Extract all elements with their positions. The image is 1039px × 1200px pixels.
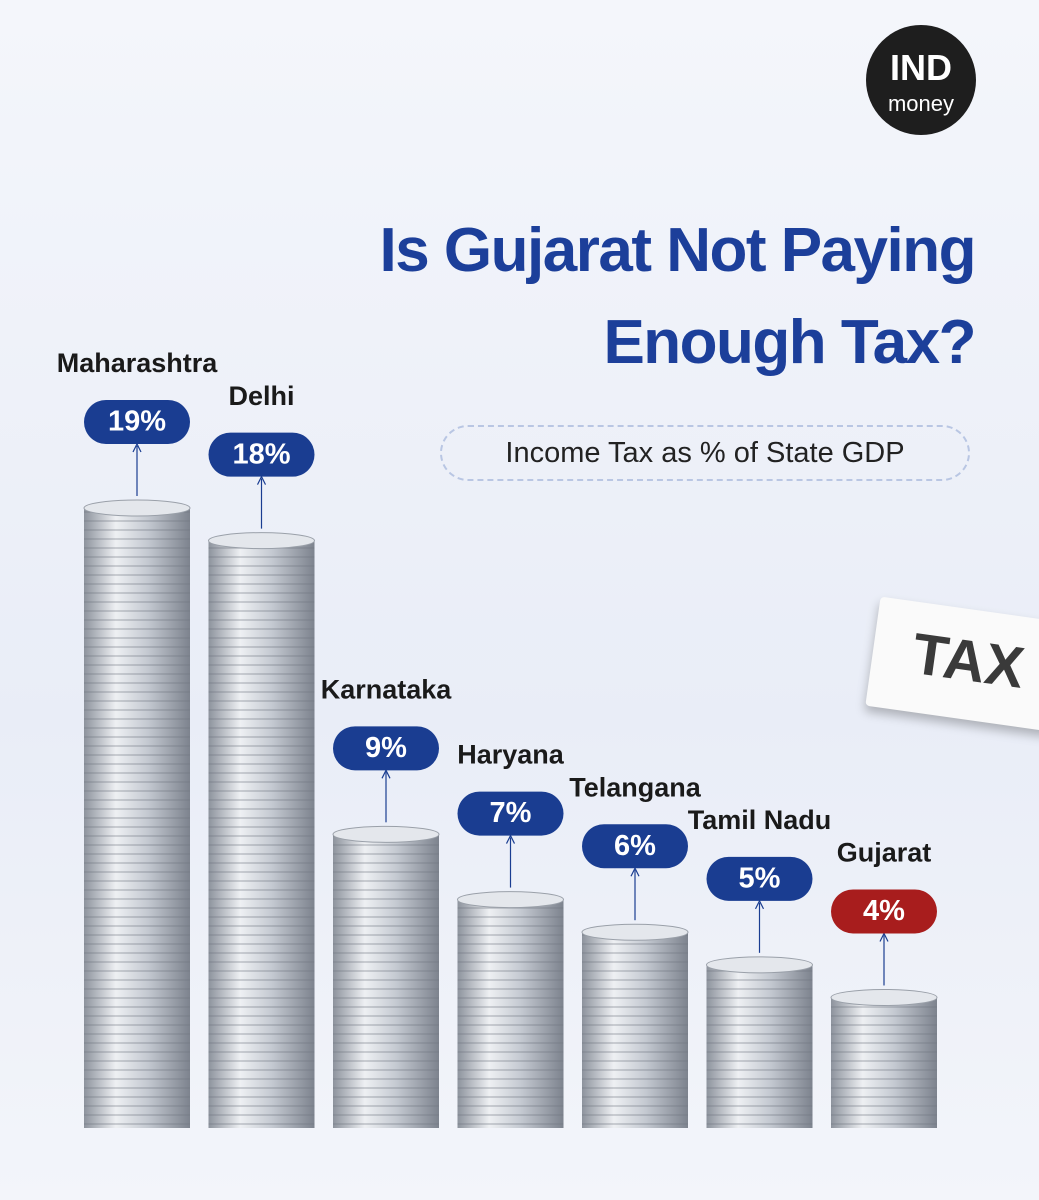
pointer-head bbox=[256, 475, 267, 485]
value-pill bbox=[208, 432, 315, 477]
coin-top bbox=[332, 825, 440, 843]
value-label: 18% bbox=[232, 438, 290, 470]
value-label: 19% bbox=[108, 406, 166, 438]
value-pill bbox=[84, 400, 190, 444]
value-label: 4% bbox=[863, 895, 905, 927]
coin-ridges bbox=[208, 540, 315, 1128]
coin-top bbox=[83, 499, 191, 517]
coin-ridges bbox=[706, 964, 813, 1128]
category-label: Maharashtra bbox=[57, 348, 219, 378]
coin-top bbox=[581, 923, 689, 941]
category-label: Karnataka bbox=[321, 674, 453, 704]
chart-subtitle: Income Tax as % of State GDP bbox=[440, 425, 970, 481]
pointer-head bbox=[381, 768, 391, 779]
coin-ridges bbox=[84, 508, 190, 1128]
value-label: 9% bbox=[365, 732, 407, 764]
category-label: Haryana bbox=[457, 740, 565, 770]
value-label: 6% bbox=[614, 830, 656, 862]
category-label: Tamil Nadu bbox=[688, 805, 832, 835]
coin-top bbox=[706, 956, 813, 974]
value-pill bbox=[582, 824, 688, 869]
value-label: 5% bbox=[739, 862, 781, 894]
coin-ridges bbox=[831, 997, 937, 1128]
coin-ridges bbox=[333, 834, 439, 1128]
pointer-head bbox=[879, 932, 889, 942]
logo: IND money bbox=[866, 25, 976, 135]
category-label: Delhi bbox=[228, 381, 294, 411]
coin-top bbox=[457, 891, 564, 909]
pointer-head bbox=[630, 866, 640, 877]
coin-top bbox=[208, 532, 315, 550]
pointer-head bbox=[505, 834, 516, 844]
category-label: Gujarat bbox=[837, 838, 932, 868]
value-pill bbox=[333, 726, 439, 771]
logo-text: IND bbox=[890, 47, 952, 88]
coin-top bbox=[830, 988, 938, 1006]
chart-title: Is Gujarat Not Paying Enough Tax? bbox=[379, 216, 976, 377]
coin-ridges bbox=[582, 932, 688, 1128]
value-label: 7% bbox=[490, 797, 532, 829]
value-pill bbox=[457, 791, 564, 836]
logo-text: money bbox=[887, 91, 955, 116]
value-pill bbox=[831, 889, 937, 934]
coin-ridges bbox=[457, 899, 564, 1128]
value-pill bbox=[706, 856, 813, 901]
category-label: Telangana bbox=[569, 772, 702, 802]
